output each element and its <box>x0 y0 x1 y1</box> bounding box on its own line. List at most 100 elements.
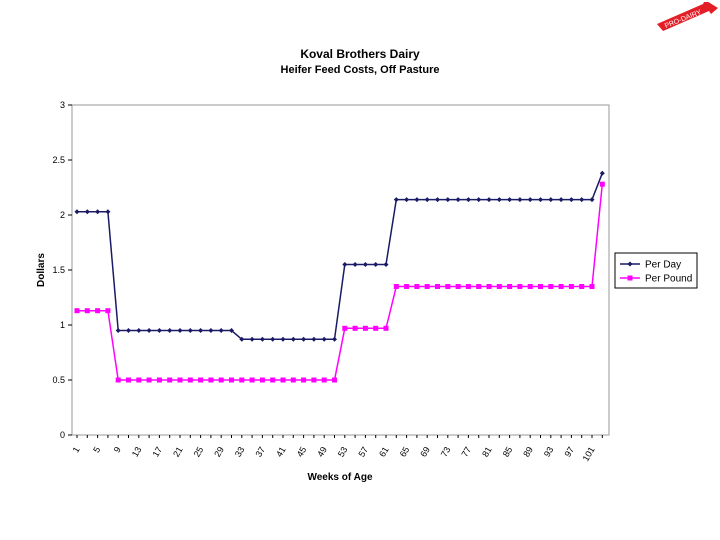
data-point <box>229 328 234 333</box>
series-line <box>77 172 603 341</box>
data-point <box>95 308 101 314</box>
x-tick-label: 33 <box>233 445 247 459</box>
data-point <box>445 197 451 203</box>
data-point <box>177 328 183 333</box>
data-point <box>342 325 348 331</box>
x-tick-label: 97 <box>562 445 576 459</box>
data-point <box>445 284 451 289</box>
y-tick-label: 1.5 <box>52 265 65 275</box>
data-point <box>126 328 131 333</box>
data-point <box>548 197 554 203</box>
y-tick-label: 3 <box>60 100 65 110</box>
x-tick-label: 73 <box>439 445 453 459</box>
data-point <box>558 197 564 203</box>
x-tick-label: 5 <box>91 445 102 454</box>
x-tick-label: 45 <box>295 445 309 459</box>
data-point <box>383 262 389 267</box>
x-tick-label: 21 <box>171 445 185 459</box>
x-tick-label: 81 <box>480 445 494 459</box>
data-point <box>424 197 430 203</box>
data-point <box>476 284 482 289</box>
data-point <box>455 284 461 289</box>
data-point <box>373 325 379 331</box>
data-point <box>198 377 204 383</box>
data-point <box>352 325 358 331</box>
x-tick-label: 37 <box>253 445 267 459</box>
data-point <box>527 284 533 289</box>
data-point <box>589 197 595 203</box>
data-point <box>208 377 214 383</box>
data-point <box>198 328 204 333</box>
data-point <box>404 284 410 289</box>
data-point <box>362 325 368 331</box>
data-point <box>270 377 276 383</box>
pro-dairy-badge: PRO-DAIRY <box>657 2 718 31</box>
plot-area <box>71 104 610 436</box>
data-point <box>218 328 224 333</box>
series-line <box>77 184 604 381</box>
data-point <box>156 328 162 333</box>
y-tick-label: 1 <box>60 320 65 330</box>
data-point <box>95 209 101 215</box>
data-point <box>239 336 245 342</box>
data-point <box>126 377 131 383</box>
x-tick-label: 65 <box>398 445 412 459</box>
data-point <box>465 284 471 289</box>
data-point <box>465 197 471 203</box>
x-tick-label: 49 <box>315 445 329 459</box>
data-point <box>332 377 337 383</box>
data-point <box>187 377 193 383</box>
data-point <box>280 377 286 383</box>
data-point <box>301 336 307 342</box>
data-point <box>507 197 513 203</box>
data-point <box>527 197 533 203</box>
data-point <box>311 377 317 383</box>
data-point <box>517 197 523 203</box>
x-tick-label: 89 <box>521 445 535 459</box>
y-axis-label: Dollars <box>36 253 47 287</box>
data-point <box>414 284 420 289</box>
data-point <box>599 170 605 176</box>
data-point <box>538 197 543 203</box>
data-point <box>311 336 317 342</box>
legend-label: Per Pound <box>645 274 692 285</box>
data-point <box>146 328 152 333</box>
data-point <box>249 377 255 383</box>
x-tick-label: 69 <box>418 445 432 459</box>
data-point <box>115 328 121 333</box>
x-tick-label: 1 <box>71 445 82 454</box>
data-point <box>187 328 193 333</box>
data-point <box>280 336 286 342</box>
data-point <box>558 284 564 289</box>
data-point <box>136 377 142 383</box>
data-point <box>84 308 90 314</box>
data-point <box>568 197 574 203</box>
series-per-day <box>74 170 605 342</box>
data-point <box>486 284 492 289</box>
x-axis-label: Weeks of Age <box>307 472 372 483</box>
data-point <box>476 197 482 203</box>
data-point <box>321 377 327 383</box>
data-point <box>259 336 265 342</box>
data-point <box>167 328 173 333</box>
data-point <box>115 377 121 383</box>
series-layer <box>74 170 605 383</box>
data-point <box>362 262 368 267</box>
data-point <box>352 262 358 267</box>
data-point <box>301 377 307 383</box>
x-tick-label: 57 <box>356 445 370 459</box>
x-tick-label: 101 <box>581 445 597 463</box>
data-point <box>167 377 173 383</box>
x-axis: 1 5 9 13 17 21 25 29 33 37 41 45 49 53 57 61 65 69 73 77 81 8… <box>71 435 603 463</box>
x-tick-label: 17 <box>150 445 164 459</box>
data-point <box>373 262 379 267</box>
data-point <box>599 181 605 187</box>
data-point <box>486 197 492 203</box>
data-point <box>424 284 430 289</box>
data-point <box>517 284 523 289</box>
y-tick-label: 2 <box>60 210 65 220</box>
data-point <box>177 377 183 383</box>
data-point <box>496 284 502 289</box>
legend-box <box>614 252 698 289</box>
